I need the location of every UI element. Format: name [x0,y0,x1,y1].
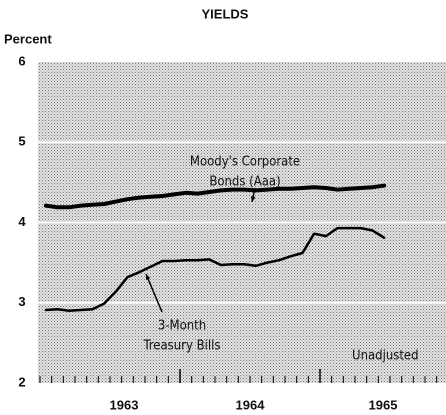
data-line [43,183,387,210]
x-tick-label: 1964 [236,397,266,412]
y-tick-label: 3 [18,294,25,309]
pointer-head [250,196,256,202]
data-line [44,226,386,313]
y-axis-label: Percent [4,31,52,46]
y-tick-label: 5 [18,134,25,149]
note: Unadjusted [352,349,419,364]
series-label: Bonds (Aaa) [209,175,280,190]
chart-title: YIELDS [202,6,249,21]
y-tick-label: 6 [18,53,25,68]
pointer [145,273,163,313]
y-tick-label: 2 [18,374,25,389]
pointer-head [145,274,151,280]
series-label: Treasury Bills [143,339,221,354]
series-label: Moody's Corporate [190,155,300,170]
x-tick-label: 1963 [110,397,139,412]
y-tick-label: 4 [18,214,26,229]
series-label: 3-Month [158,319,206,334]
x-tick-label: 1965 [369,397,398,412]
